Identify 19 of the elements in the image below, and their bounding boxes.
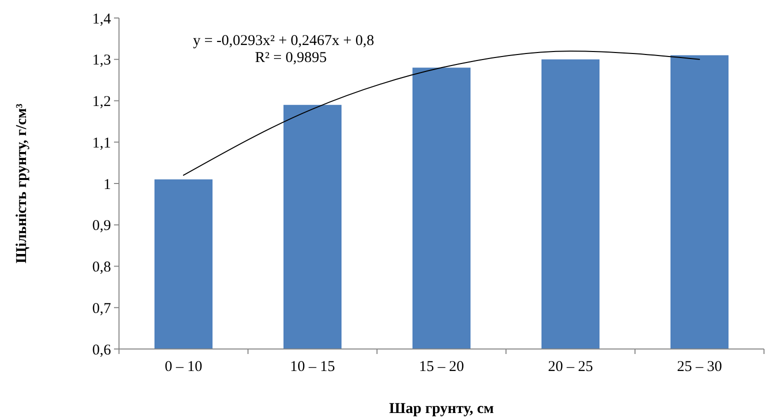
y-axis-title: Щільність грунту, г/см³ <box>14 103 30 264</box>
y-tick-label: 1,1 <box>92 135 111 152</box>
x-tick-label: 25 – 30 <box>677 359 722 375</box>
y-tick-label: 1,2 <box>92 94 111 110</box>
x-tick-label: 10 – 15 <box>290 359 335 375</box>
y-tick-label: 1,3 <box>92 52 111 69</box>
x-tick-label: 0 – 10 <box>164 359 202 375</box>
line-series <box>183 50 700 176</box>
x-tick-label: 20 – 25 <box>548 359 593 375</box>
y-tick-label: 1,4 <box>92 11 112 28</box>
y-tick-label: 1 <box>104 176 111 193</box>
y-tick-label: 0,7 <box>92 300 112 317</box>
annotation: R² = 0,9895 <box>255 50 327 66</box>
y-tick-label: 0,8 <box>92 260 111 276</box>
x-tick-label: 15 – 20 <box>419 359 464 375</box>
y-tick-label: 0,6 <box>92 342 112 358</box>
annotation: y = -0,0293x² + 0,2467x + 0,8 <box>193 33 374 49</box>
x-axis-title: Шар грунту, см <box>389 401 494 417</box>
y-tick-label: 0,9 <box>92 218 111 234</box>
